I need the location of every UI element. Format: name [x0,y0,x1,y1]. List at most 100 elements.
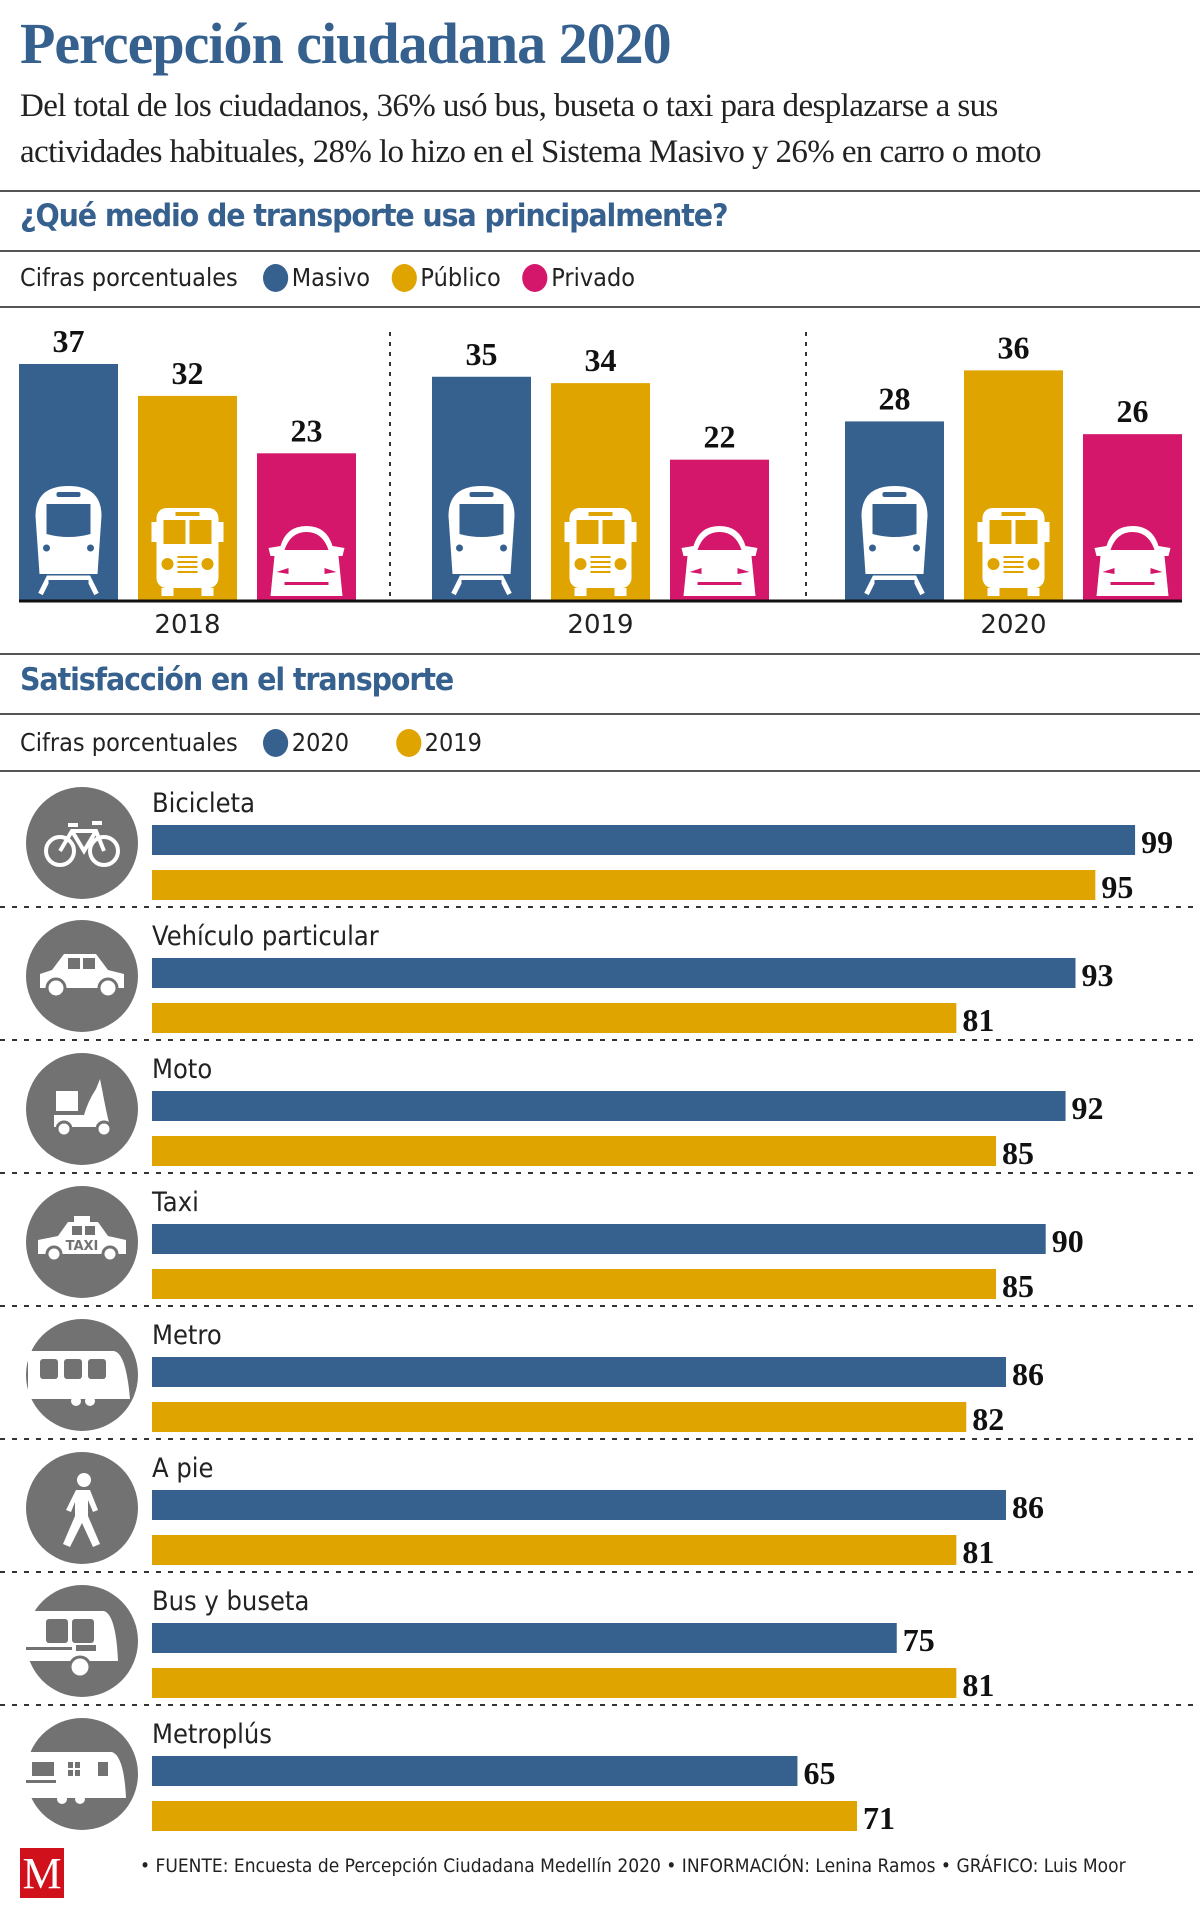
metro-window [88,1359,106,1379]
car-wheel [97,977,119,999]
bus-grille [1003,566,1024,568]
bus-grille [590,571,611,573]
bus-mirror [564,522,570,542]
bus-mirror [1044,522,1050,542]
transport-mode-chart-svg: 37 32 23 2018 35 34 22 2019 28 36 26 2020 [19,323,1182,640]
wheel [88,835,120,867]
subtitle-line-2: actividades habituales, 28% lo hizo en e… [20,134,1041,170]
legend-dot [262,263,289,292]
bus-window [46,1619,68,1643]
bus-light [614,558,627,570]
train-light [869,544,876,552]
bus-grille [590,566,611,568]
bus-grille [590,561,611,563]
train-icon [861,486,928,596]
bar-2020 [152,1224,1046,1254]
bus-wheel [614,588,627,596]
metro-icon [26,1319,138,1431]
car-windshield [697,532,742,550]
taxi-icon: TAXI [26,1186,138,1298]
value-label: 32 [172,355,204,391]
window [75,1762,80,1768]
satisfaction-row: Moto 92 85 [0,1053,1200,1174]
value-label: 81 [962,1667,994,1703]
bus-window [989,520,1012,544]
legend-item-2019: 2019 [395,728,482,757]
wheel [44,835,76,867]
value-label: 93 [1081,957,1113,993]
train-light [500,544,507,552]
value-label: 82 [972,1401,1004,1437]
train-rails [38,575,99,596]
car-grille [284,582,329,585]
bicycle-icon [26,787,138,899]
value-label: 26 [1117,393,1149,429]
delivery-box [56,1091,78,1111]
satisfaction-row: Metroplús 65 71 [26,1718,895,1836]
value-label: 35 [466,336,498,372]
bus-grille [1003,556,1024,558]
metro-window [40,1359,58,1379]
wheel [75,1794,85,1804]
satisfaction-row: Vehículo particular 93 81 [0,920,1200,1041]
bar-2020 [152,825,1136,855]
taxi-window [85,1226,95,1235]
window [68,1770,73,1776]
car-headlight [276,568,289,574]
bar-2020 [152,1623,897,1653]
category-label: Metroplús [152,1719,272,1751]
wheel [45,1245,63,1263]
value-label: 71 [863,1800,895,1836]
bar-group-2020: 28 36 26 2020 [845,329,1182,640]
bus-grille [1003,571,1024,573]
bus-mirror [151,522,157,542]
satisfaction-chart: Bicicleta 99 95 Vehículo particular 93 81 Moto… [0,770,1200,1850]
bus-light [201,558,214,570]
legend-item-publico: Público [391,263,501,292]
metroplus-icon [26,1718,138,1830]
value-label: 28 [879,380,911,416]
value-label: 75 [903,1622,935,1658]
bus-wheel [1027,588,1040,596]
year-label: 2019 [567,610,633,640]
value-label: 92 [1072,1090,1104,1126]
legend-label: Privado [551,263,636,292]
year-label: 2020 [980,610,1046,640]
bar-2019 [152,1136,997,1166]
bus-stripe [26,1647,72,1650]
legend-dot [522,263,548,292]
section2-title: Satisfacción en el transporte [20,662,454,698]
value-label: 37 [53,323,85,359]
scooter-body [54,1079,110,1127]
divider [0,653,1200,655]
wheel [101,1245,119,1263]
train-window [872,504,917,537]
value-label: 23 [291,412,323,448]
legend-dot [391,263,417,292]
page-title: Percepción ciudadana 2020 [20,11,672,76]
legend-label: Masivo [291,263,371,292]
bus-icon [977,508,1050,596]
train-light [456,544,463,552]
year-label: 2018 [154,610,220,640]
taxi-window [72,1226,82,1235]
window [68,1762,73,1768]
car-icon [681,526,758,596]
bus-grille [177,571,198,573]
legend-item-2020: 2020 [262,728,349,757]
value-label: 95 [1101,869,1133,905]
divider [0,250,1200,252]
car-headlight [1150,568,1163,574]
legend-caption: Cifras porcentuales [20,263,238,292]
bus-window [576,520,599,544]
bar-2020 [152,1490,1006,1520]
publisher-logo: M [20,1848,64,1898]
train-step [48,580,89,584]
category-label: Bicicleta [152,788,255,820]
value-label: 86 [1012,1356,1044,1392]
car-icon [1094,526,1171,596]
value-label: 85 [1002,1268,1034,1304]
value-label: 81 [962,1002,994,1038]
divider [0,770,1200,772]
